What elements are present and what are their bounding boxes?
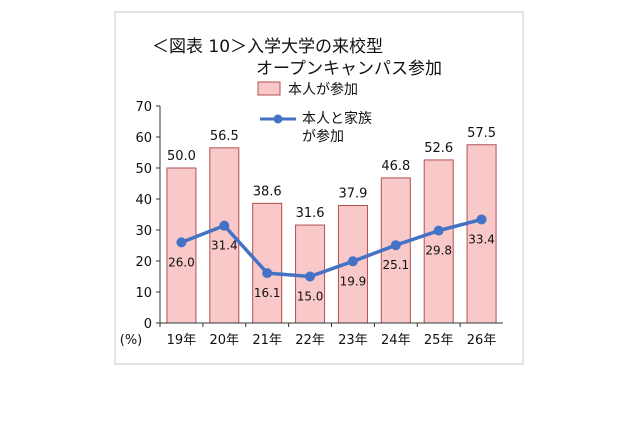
y-tick-label: 30: [135, 224, 152, 239]
line-point: [305, 271, 316, 282]
y-tick-label: 60: [135, 131, 152, 146]
legend-line-marker: [273, 114, 283, 124]
chart-title-line1: ＜図表 10＞入学大学の来校型: [152, 37, 383, 57]
line-point: [176, 237, 187, 248]
y-unit-label: (%): [120, 333, 143, 348]
bar-value-label: 56.5: [210, 129, 239, 144]
line-value-labels: 26.0 31.4 16.1 15.0 19.9 25.1 29.8 33.4: [168, 232, 495, 303]
line-point: [219, 220, 230, 231]
y-tick-label: 10: [135, 286, 152, 301]
bar-value-label: 52.6: [424, 141, 453, 156]
line-value-label: 15.0: [297, 290, 324, 304]
x-tick-label: 25年: [424, 333, 454, 348]
y-tick-label: 0: [144, 317, 152, 332]
legend-label-line-1: 本人と家族: [302, 110, 372, 127]
bar-value-labels: 50.0 56.5 38.6 31.6 37.9 46.8 52.6 57.5: [167, 126, 496, 221]
line-value-label: 33.4: [468, 232, 495, 246]
x-tick-label: 24年: [381, 333, 411, 348]
legend-label-bar: 本人が参加: [288, 81, 358, 98]
line-value-label: 31.4: [211, 239, 238, 253]
y-tick-label: 50: [135, 162, 152, 177]
line-path: [180, 217, 483, 279]
bar-value-label: 31.6: [296, 206, 325, 221]
x-tick-label: 22年: [295, 333, 325, 348]
line-point: [262, 268, 273, 279]
line-point: [476, 214, 487, 225]
legend: 本人が参加 本人と家族 が参加: [257, 81, 372, 145]
line-series: [176, 214, 487, 282]
legend-label-line-2: が参加: [302, 128, 344, 145]
x-tick-label: 23年: [338, 333, 368, 348]
x-tick-label: 19年: [167, 333, 197, 348]
bar-value-label: 46.8: [381, 159, 410, 174]
line-value-label: 29.8: [425, 244, 452, 258]
y-tick-label: 40: [135, 193, 152, 208]
line-value-label: 19.9: [340, 274, 367, 288]
bar: [423, 159, 454, 324]
line-point: [390, 240, 401, 251]
line-value-label: 25.1: [382, 258, 409, 272]
bar-value-label: 38.6: [253, 184, 282, 199]
line-point: [433, 225, 444, 236]
bar-value-label: 37.9: [338, 187, 367, 202]
y-tick-label: 70: [135, 100, 152, 115]
x-tick-label: 20年: [210, 333, 240, 348]
bar-value-label: 57.5: [467, 126, 496, 141]
line-point: [347, 256, 358, 267]
axes: 0 10 20 30 40 50 60 70 19年 20年 21年 22年 23年 24年 25年 26年: [135, 100, 503, 348]
x-tick-label: 21年: [252, 333, 282, 348]
chart-title-line2: オープンキャンパス参加: [256, 59, 442, 79]
bar-value-label: 50.0: [167, 149, 196, 164]
line-value-label: 16.1: [254, 286, 281, 300]
line-value-label: 26.0: [168, 255, 195, 269]
y-tick-label: 20: [135, 255, 152, 270]
legend-swatch-bar: [257, 81, 281, 96]
x-tick-label: 26年: [467, 333, 497, 348]
